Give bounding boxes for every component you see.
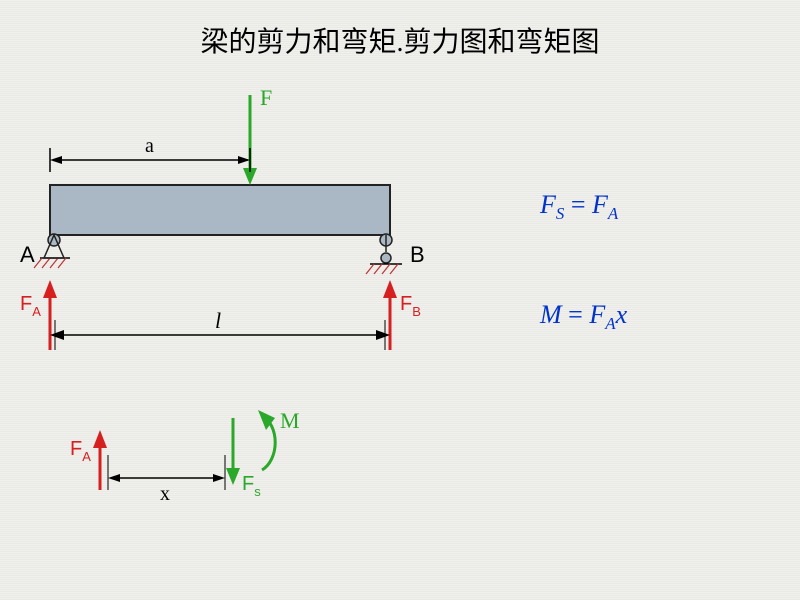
- label-M: M: [280, 408, 300, 433]
- label-l: l: [215, 308, 221, 333]
- label-A: A: [20, 242, 35, 267]
- equation-moment: M = FAx: [540, 300, 627, 334]
- label-FA2: FA: [70, 438, 91, 464]
- label-a: a: [145, 135, 154, 157]
- equation-shear: FS = FA: [540, 190, 618, 224]
- label-FB: FB: [400, 293, 421, 319]
- label-Fs: Fs: [242, 473, 261, 499]
- label-F: F: [260, 85, 272, 110]
- label-B: B: [410, 242, 425, 267]
- beam-rect: [50, 185, 390, 235]
- beam-diagram: F a A B FA FB l FA: [0, 0, 800, 600]
- label-FA: FA: [20, 293, 41, 319]
- label-x: x: [160, 483, 170, 505]
